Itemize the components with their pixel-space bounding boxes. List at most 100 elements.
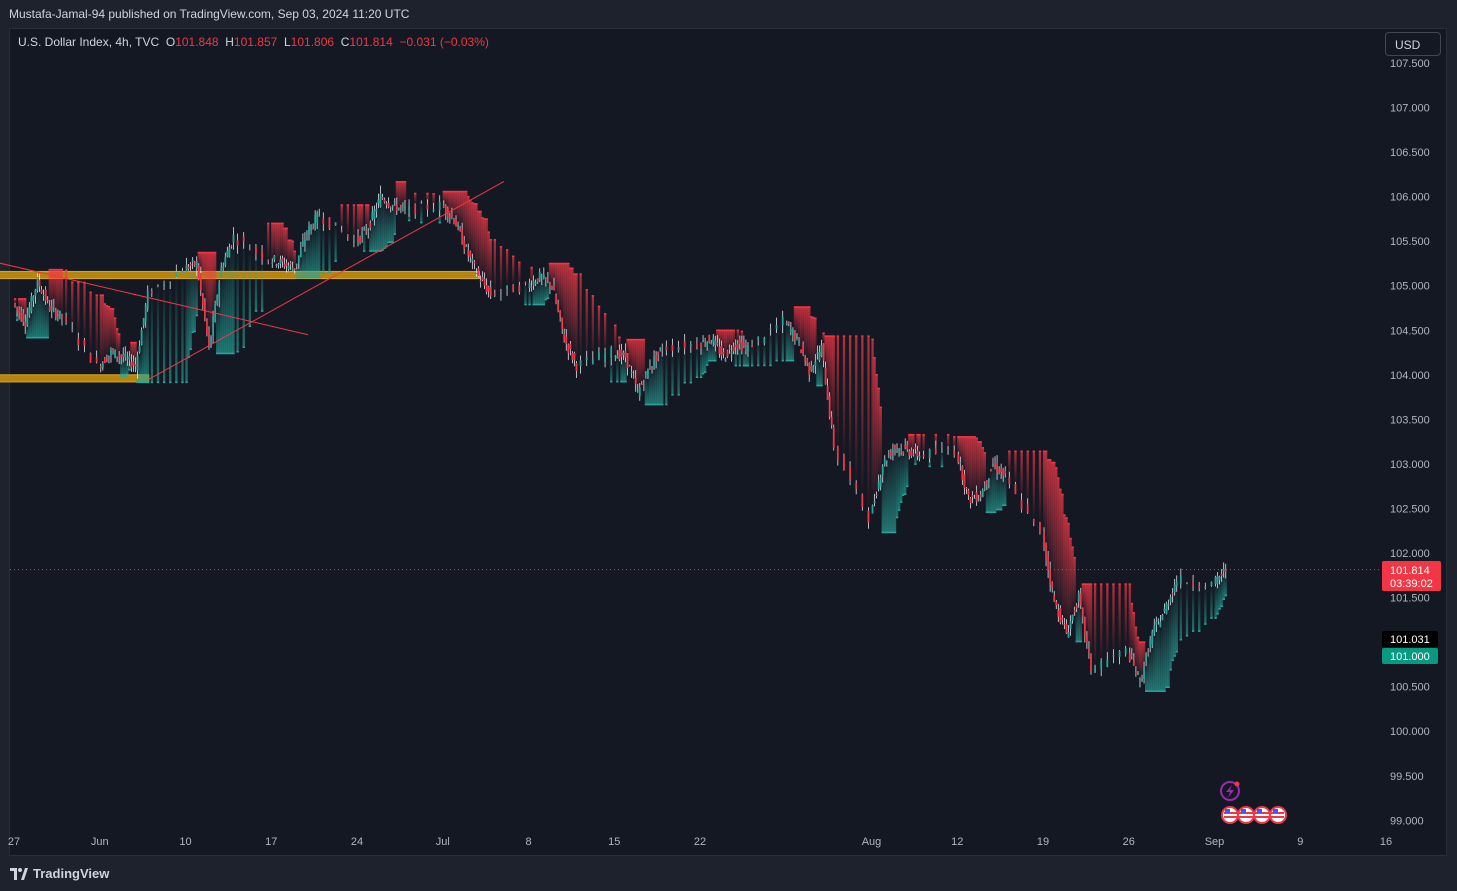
cloud-segment [254,252,258,312]
cloud-edge [603,313,607,315]
candle-body [622,352,625,356]
cloud-edge [285,227,288,230]
cloud-edge [463,190,466,193]
cloud-edge [879,406,882,409]
brand[interactable]: TradingView [10,866,109,881]
candle-body [44,289,47,301]
cloud-segment [704,344,707,373]
candle-body [34,289,37,297]
cloud-segment [1167,605,1170,688]
cloud-segment [728,329,731,349]
cloud-edge [810,316,813,318]
us-flag-icon[interactable] [1221,806,1287,824]
symbol-legend[interactable]: U.S. Dollar Index, 4h, TVC O101.848 H101… [18,35,489,49]
chart-pane[interactable] [9,28,1447,856]
candle-body [553,285,555,291]
cloud-edge [1065,517,1068,519]
cloud-edge [275,222,278,225]
candle-body [896,446,898,449]
candle-body [185,264,188,272]
cloud-segment [789,331,793,362]
cloud-edge [530,266,533,269]
cloud-segment [1191,585,1195,632]
lightning-icon[interactable] [1220,781,1240,801]
cloud-segment [30,311,33,339]
cloud-segment [1100,583,1103,662]
candle-body [867,510,870,523]
cloud-edge [34,336,37,339]
cloud-edge [207,251,211,254]
cloud-segment [810,316,813,366]
price-axis[interactable]: 107.500 107.000 106.500 106.000 105.500 105.0… [1390,58,1430,827]
candle-body [598,352,600,360]
cloud-edge [407,219,411,222]
cloud-edge [728,329,731,332]
candle-body [1026,504,1029,513]
cloud-edge [169,381,172,384]
cloud-segment [775,328,778,362]
cloud-segment [889,455,893,534]
cloud-segment [1061,493,1064,618]
candle-body [385,203,388,205]
candle-body [357,236,359,242]
cloud-edge [610,380,613,383]
cloud-edge [146,381,149,384]
currency-button[interactable]: USD [1385,32,1441,56]
cloud-segment [652,365,656,406]
time-axis[interactable]: 27 Jun 10 17 24 Jul 8 15 22 Aug 12 19 26 Sep 9 16 [8,836,1392,848]
candle-body [832,427,835,449]
cloud-segment [107,306,111,356]
candle-body [310,224,312,231]
candle-body [397,207,400,210]
candle-body [248,249,251,251]
cloud-segment [797,306,801,341]
candle-body [563,334,566,342]
candle-body [479,280,482,282]
cloud-segment [710,343,713,362]
cloud-segment [671,350,674,396]
cloud-edge [989,511,993,513]
cloud-segment [695,347,699,378]
cloud-segment [812,316,815,367]
cloud-edge [389,241,392,244]
cloud-segment [722,329,725,352]
cloud-segment [56,268,60,316]
cloud-edge [22,298,25,300]
cloud-edge [640,338,644,341]
candle-body [387,202,390,207]
cloud-segment [271,222,274,263]
cloud-segment [969,436,972,499]
cloud-segment [1118,583,1121,651]
cloud-segment [979,441,982,495]
candle-body [916,450,919,457]
cloud-segment [1089,583,1093,654]
candle-body [126,357,129,359]
candle-body [334,222,337,226]
cloud-segment [565,262,568,337]
cloud-edge [1069,537,1072,540]
cloud-segment [369,227,372,252]
cloud-segment [116,328,119,357]
last-price-value: 101.814 [1390,565,1430,577]
cloud-edge [785,359,788,362]
cloud-segment [207,251,211,331]
cloud-segment [52,268,56,305]
cloud-segment [542,278,546,306]
candle-body [965,487,968,489]
cloud-segment [477,210,480,269]
cloud-segment [626,338,629,354]
cloud-edge [369,250,372,252]
cloud-segment [446,190,450,209]
price-tick-label: 103.500 [1390,414,1430,426]
candle-body [820,345,823,357]
cloud-edge [314,276,317,279]
cloud-edge [175,381,178,384]
candle-body [267,260,270,262]
cloud-segment [395,181,399,205]
candle-body [973,497,976,499]
candle-body [277,263,280,266]
cloud-edge [734,364,737,367]
cloud-segment [111,308,115,351]
candle-body [61,314,63,318]
